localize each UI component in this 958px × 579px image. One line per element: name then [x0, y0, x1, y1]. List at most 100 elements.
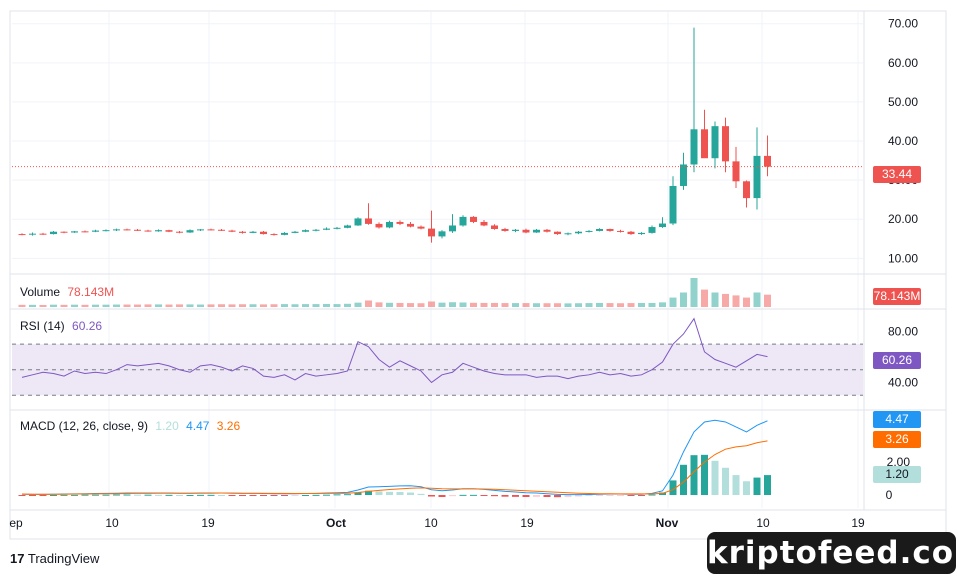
- macd-hist-bar: [312, 494, 320, 496]
- tradingview-logo-mark: 17: [10, 551, 25, 566]
- volume-bar: [711, 292, 719, 307]
- candle-up: [102, 230, 110, 232]
- macd-hist-bar: [732, 475, 740, 496]
- candle-up: [249, 231, 257, 233]
- macd-hist-bar: [764, 475, 771, 496]
- volume-bar: [60, 304, 68, 307]
- volume-bar: [92, 304, 99, 307]
- volume-bar: [480, 302, 488, 307]
- candle-up: [312, 229, 320, 231]
- macd-hist-bar: [186, 495, 194, 497]
- macd-hist-bar: [407, 492, 414, 496]
- candle-down: [60, 231, 68, 233]
- volume-bar: [438, 302, 446, 307]
- candle-up: [354, 218, 362, 226]
- last-price-tag: 33.44: [873, 166, 921, 183]
- macd-hist-bar: [459, 494, 467, 496]
- volume-bar: [491, 302, 498, 307]
- macd-hist-bar: [333, 494, 341, 496]
- candle-down: [260, 231, 267, 235]
- candle-down: [407, 223, 414, 227]
- volume-bar: [701, 289, 708, 307]
- volume-legend[interactable]: Volume 78.143M: [20, 285, 114, 299]
- macd-series: [18, 419, 771, 498]
- candle-down: [18, 234, 26, 236]
- volume-bar: [81, 304, 89, 307]
- candle-down: [743, 181, 750, 199]
- candle-up: [302, 230, 309, 232]
- candle-down: [764, 155, 771, 167]
- candle-up: [459, 216, 467, 226]
- macd-hist-bar: [102, 494, 110, 496]
- candle-up: [29, 233, 36, 235]
- volume-bar: [680, 292, 687, 307]
- tradingview-logo-text: TradingView: [27, 551, 100, 566]
- candle-up: [333, 227, 341, 229]
- macd-hist-bar: [680, 464, 687, 496]
- rsi-legend-label: RSI (14): [20, 319, 65, 333]
- macd-hist-bar: [669, 480, 677, 496]
- volume-bar: [50, 304, 57, 307]
- candle-down: [543, 229, 551, 232]
- candlestick-series[interactable]: [12, 27, 863, 243]
- volume-bar: [648, 302, 656, 307]
- macd-hist-bar: [18, 495, 26, 497]
- macd-hist-bar: [480, 495, 488, 497]
- pane-separators[interactable]: [10, 11, 946, 511]
- candle-down: [365, 218, 372, 224]
- time-tick-label: 10: [756, 516, 770, 530]
- candle-down: [239, 231, 246, 233]
- macd-hist-bar: [386, 491, 393, 496]
- volume-bar: [186, 304, 194, 307]
- time-tick-label: 19: [201, 516, 215, 530]
- candle-down: [81, 231, 89, 233]
- macd-hist-bar: [585, 495, 593, 497]
- price-axis[interactable]: 70.0060.0050.0040.0030.0020.0010.0080.00…: [886, 17, 919, 502]
- candle-up: [512, 229, 519, 231]
- volume-bar: [354, 302, 362, 307]
- tradingview-logo[interactable]: 17 TradingView: [10, 551, 99, 566]
- macd-legend[interactable]: MACD (12, 26, close, 9) 1.20 4.47 3.26: [20, 419, 240, 433]
- macd-hist-bar: [753, 477, 761, 496]
- rsi-legend[interactable]: RSI (14) 60.26: [20, 319, 102, 333]
- macd-hist-bar: [228, 495, 236, 497]
- macd-hist-bar: [323, 494, 330, 496]
- volume-bar: [207, 304, 215, 307]
- macd-hist-bar: [123, 494, 131, 496]
- price-tick-label: 10.00: [888, 251, 918, 265]
- candle-down: [722, 126, 729, 162]
- volume-bar: [375, 302, 383, 307]
- candle-up: [197, 229, 204, 231]
- volume-bar: [165, 304, 173, 307]
- candle-down: [428, 228, 435, 237]
- candle-down: [270, 234, 278, 236]
- time-tick-label: Oct: [326, 516, 346, 530]
- macd-hist-bar: [417, 493, 425, 496]
- candle-down: [218, 229, 225, 231]
- volume-bar: [417, 303, 425, 307]
- macd-legend-macd: 4.47: [186, 419, 210, 433]
- time-axis[interactable]: ep 10 19 Oct 10 19 Nov 10 19: [9, 516, 865, 530]
- price-tick-label: 50.00: [888, 95, 918, 109]
- watermark-kriptofeed: kriptofeed.com: [707, 532, 958, 574]
- candle-up: [659, 223, 666, 228]
- macd-hist-bar: [711, 460, 719, 496]
- volume-bar: [732, 295, 740, 307]
- macd-hist-bar: [92, 494, 99, 496]
- macd-hist-bar: [197, 494, 204, 496]
- volume-bar: [690, 278, 698, 307]
- macd-hist-bar: [554, 495, 561, 498]
- chart-frame: [9, 10, 947, 540]
- candle-up: [155, 230, 162, 232]
- volume-bar: [554, 303, 561, 307]
- candle-up: [690, 129, 698, 165]
- time-tick-label: 19: [851, 516, 865, 530]
- volume-bar: [627, 303, 635, 307]
- candle-up: [564, 233, 572, 235]
- volume-bar: [449, 302, 456, 307]
- candle-down: [417, 226, 425, 229]
- volume-bar: [522, 303, 530, 307]
- rsi-tick-label: 80.00: [888, 324, 918, 338]
- macd-hist-bar: [396, 492, 404, 496]
